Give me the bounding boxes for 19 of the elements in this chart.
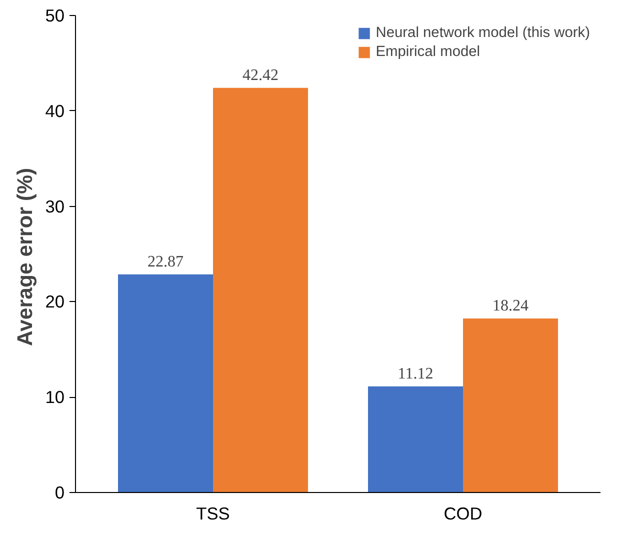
bar [368,386,463,492]
y-tick-label: 0 [54,482,65,502]
y-tick-label: 10 [45,387,65,408]
data-label: 18.24 [492,297,528,314]
y-tick-label: 40 [45,100,65,121]
bar [463,318,558,492]
bar [213,88,308,492]
y-tick-label: 20 [45,292,65,312]
y-tick-label: 30 [45,196,65,216]
x-tick-label: TSS [196,504,230,524]
bar [118,274,213,492]
legend-label: Neural network model (this work) [376,25,590,41]
data-label: 11.12 [398,365,434,382]
legend-label: Empirical model [376,44,480,60]
data-label: 42.42 [242,66,278,84]
data-label: 22.87 [148,253,184,270]
y-axis-title: Average error (%) [13,168,38,346]
y-tick-label: 50 [45,6,65,26]
x-tick-label: COD [444,504,482,524]
